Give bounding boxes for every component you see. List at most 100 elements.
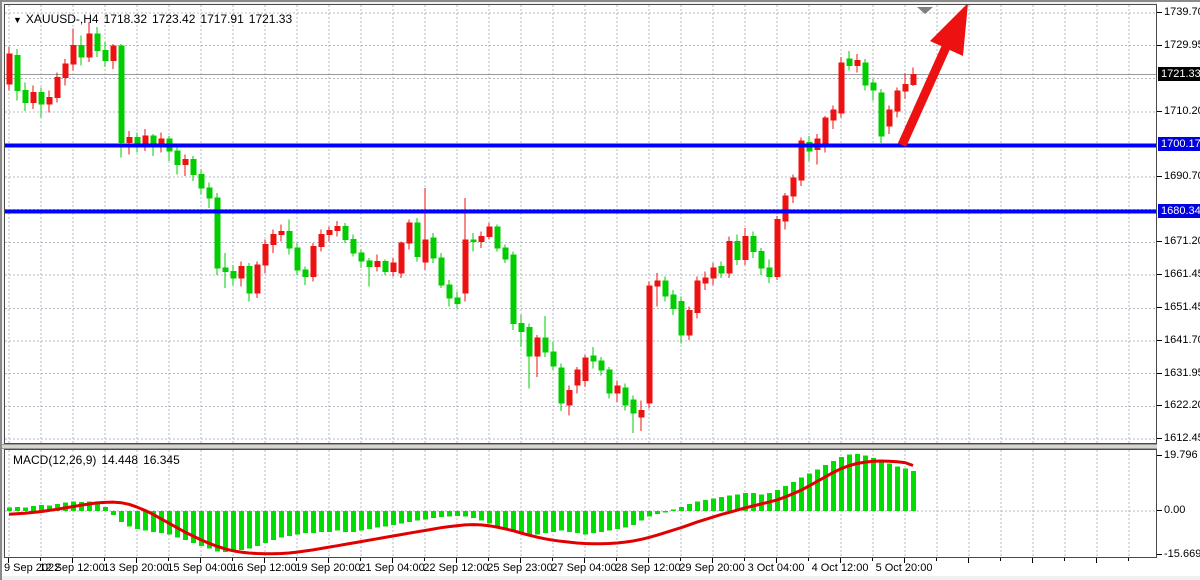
candle-body [134, 137, 141, 145]
time-axis-label: 21 Sep 04:00 [359, 562, 425, 574]
macd-histogram-bar [839, 456, 844, 511]
macd-histogram-bar [727, 495, 732, 511]
candlestick-chart[interactable] [5, 5, 1156, 443]
axis-tick [1157, 454, 1162, 456]
macd-histogram-bar [55, 504, 60, 511]
hline-price-label: 1700.17 [1158, 137, 1200, 152]
macd-main-value: 14.448 [101, 453, 139, 467]
close-value: 1721.33 [248, 12, 293, 26]
time-axis-tick [680, 558, 681, 561]
hline-price-label: 1680.34 [1158, 203, 1200, 218]
time-axis[interactable]: 9 Sep 2022 12 Sep 12:00 13 Sep 20:00 15 Sep… [2, 558, 1200, 576]
candle-body [726, 240, 733, 274]
macd-histogram-bar [751, 492, 756, 511]
candle-body [758, 250, 765, 269]
horizontal-line-object[interactable] [5, 209, 1156, 214]
candle-body [534, 337, 541, 357]
candle-body [414, 222, 421, 257]
candle-body [494, 226, 501, 249]
time-axis-label: 3 Oct 04:00 [747, 562, 805, 574]
candle-body [334, 225, 341, 231]
time-axis-tick [296, 558, 297, 561]
price-chart-pane[interactable]: ▼ XAUUSD-,H4 1718.32 1723.42 1717.91 1721.33 [4, 4, 1157, 444]
macd-histogram-bar [519, 511, 524, 534]
chart-shift-marker-icon[interactable] [917, 7, 933, 14]
candle-body [406, 222, 413, 244]
candle-body [62, 63, 69, 78]
macd-histogram-bar [319, 511, 324, 532]
horizontal-line-object[interactable] [5, 143, 1156, 148]
candle-body [462, 239, 469, 294]
trend-arrow-object[interactable] [897, 45, 951, 147]
macd-histogram-bar [263, 511, 268, 543]
price-axis[interactable]: 1739.70 1729.95 1710.20 1690.70 1671.20 1661.… [1157, 2, 1200, 560]
candle-body [862, 62, 869, 86]
time-axis-label: 13 Sep 20:00 [103, 562, 169, 574]
macd-histogram-bar [711, 498, 716, 511]
candle-body [798, 140, 805, 181]
macd-histogram-bar [791, 481, 796, 511]
macd-histogram-bar [647, 511, 652, 517]
macd-histogram-bar [551, 511, 556, 532]
candle-body [270, 234, 277, 246]
time-axis-label: 19 Sep 20:00 [295, 562, 361, 574]
candle-body [262, 244, 269, 266]
candle-body [486, 226, 493, 237]
price-axis-label: 1641.70 [1164, 334, 1200, 347]
macd-histogram-bar [487, 511, 492, 524]
time-axis-tick [840, 558, 841, 563]
candle-body [278, 230, 285, 236]
axis-tick [1157, 510, 1162, 511]
macd-histogram-bar [143, 511, 148, 531]
candle-body [294, 247, 301, 271]
time-axis-tick [328, 558, 329, 563]
candle-body [870, 82, 877, 91]
macd-histogram-bar [703, 499, 708, 511]
macd-histogram-bar [207, 511, 212, 549]
candle-body [70, 44, 77, 65]
time-axis-label: 25 Sep 23:00 [487, 562, 553, 574]
low-value: 1717.91 [200, 12, 244, 26]
candle-body [102, 49, 109, 62]
time-axis-tick [360, 558, 361, 561]
candle-body [622, 387, 629, 406]
macd-histogram-bar [511, 511, 516, 532]
candle-body [78, 44, 85, 58]
macd-histogram-bar [223, 511, 228, 553]
symbol-timeframe: XAUUSD-,H4 [25, 12, 99, 26]
time-axis-tick [744, 558, 745, 561]
axis-tick [1157, 273, 1162, 275]
candle-body [310, 245, 317, 277]
macd-histogram-bar [911, 470, 916, 511]
trend-arrow-head[interactable] [930, 5, 968, 56]
macd-histogram-bar [303, 511, 308, 534]
macd-histogram-bar [287, 511, 292, 537]
pane-separator[interactable] [2, 444, 1200, 449]
macd-histogram-bar [655, 511, 660, 514]
candle-body [750, 235, 757, 252]
macd-histogram-bar [679, 506, 684, 511]
candle-body [718, 265, 725, 274]
candle-body [822, 117, 829, 144]
time-axis-tick [136, 558, 137, 563]
macd-histogram-bar [671, 509, 676, 511]
time-axis-tick [200, 558, 201, 563]
time-axis-tick [1128, 558, 1129, 561]
candle-body [502, 247, 509, 260]
macd-pane[interactable]: MACD(12,26,9) 14.448 16.345 [4, 449, 1157, 558]
macd-histogram-bar [439, 511, 444, 518]
axis-tick [1157, 176, 1162, 178]
macd-chart[interactable] [5, 450, 1156, 557]
candle-body [126, 137, 133, 144]
collapse-quote-icon[interactable]: ▼ [13, 15, 22, 25]
axis-tick [1157, 372, 1162, 374]
time-axis-label: 28 Sep 12:00 [615, 562, 681, 574]
candle-body [46, 96, 53, 105]
macd-histogram-bar [639, 511, 644, 521]
macd-histogram-bar [391, 511, 396, 525]
macd-histogram-bar [455, 511, 460, 517]
time-axis-tick [392, 558, 393, 563]
price-axis-label: 1739.70 [1164, 6, 1200, 18]
candle-body [286, 230, 293, 249]
macd-histogram-bar [7, 507, 12, 511]
